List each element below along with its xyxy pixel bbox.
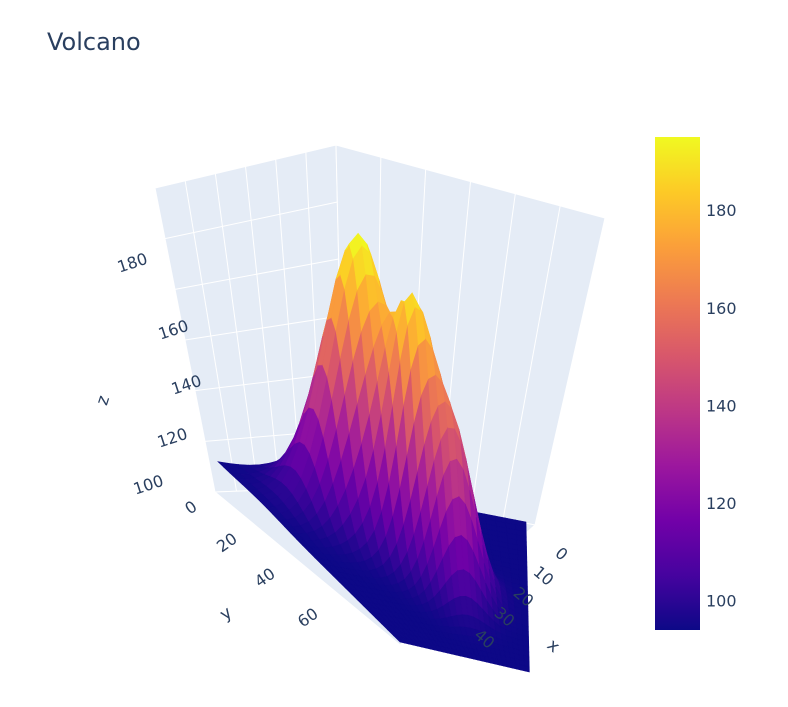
x-tick-label: 10 [530,562,558,590]
colorbar-tick-label: 100 [706,592,737,611]
colorbar-gradient [655,137,700,630]
z-tick-label: 100 [131,471,166,499]
surface-cell [519,664,526,672]
z-tick-label: 120 [155,424,190,452]
colorbar: 100 120 140 160 180 [655,137,737,630]
y-tick-label: 0 [181,497,200,518]
y-tick-label: 40 [251,564,279,591]
x-tick-label: 0 [552,543,572,564]
y-tick-label: 20 [213,529,241,556]
grid-line [470,193,516,513]
colorbar-tick-label: 160 [706,299,737,318]
volcano-surface[interactable] [217,232,530,673]
y-tick-label: 60 [294,604,322,631]
colorbar-tick-label: 180 [706,201,737,220]
y-axis-title: y [216,603,236,625]
colorbar-tick-label: 140 [706,396,737,415]
z-tick-label: 180 [115,249,150,277]
grid-line [502,205,561,519]
surface-cell [524,665,530,673]
colorbar-tick-label: 120 [706,494,737,513]
z-axis-title: z [92,393,114,408]
chart-title: Volcano [47,28,141,56]
x-axis-title: x [543,635,564,657]
